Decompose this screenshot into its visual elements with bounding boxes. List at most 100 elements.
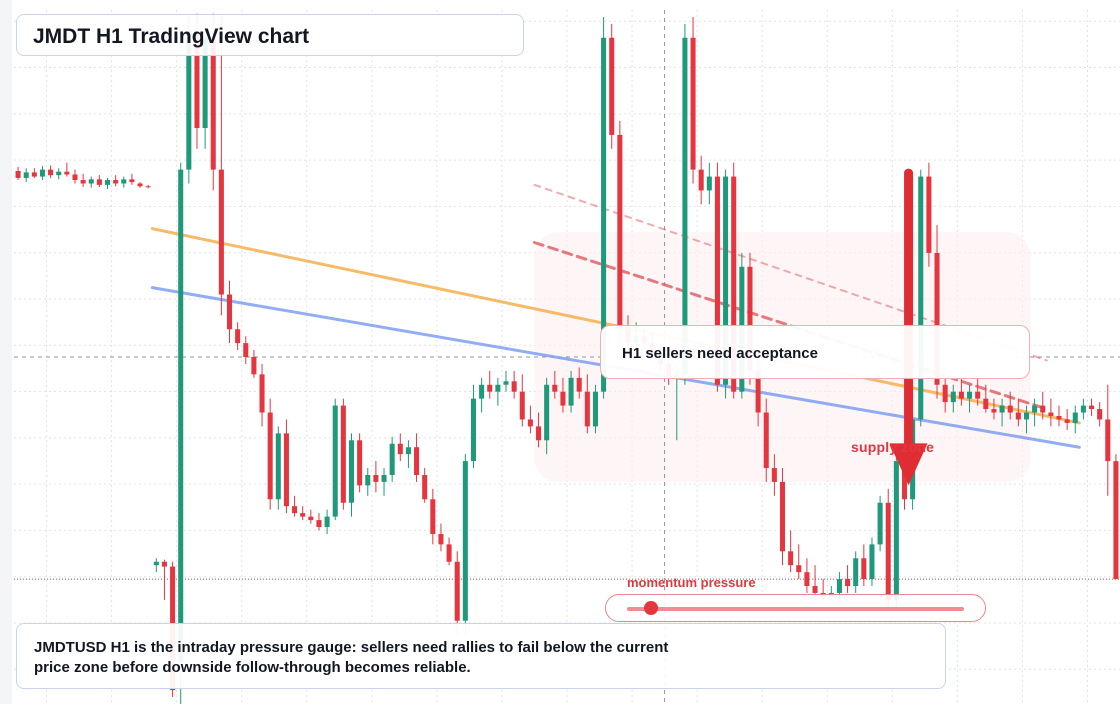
candle-down	[885, 502, 891, 600]
momentum-gauge[interactable]	[605, 594, 986, 622]
candle-down	[129, 179, 135, 183]
candle-down	[397, 443, 403, 455]
candle-down	[316, 520, 322, 528]
candle-down	[511, 381, 517, 392]
candle-up	[1023, 412, 1029, 420]
note-text: JMDTUSD H1 is the intraday pressure gaug…	[34, 639, 669, 676]
candle-down	[446, 544, 452, 562]
momentum-knob[interactable]	[643, 601, 658, 615]
candle-down	[357, 440, 363, 486]
candle-up	[544, 384, 550, 441]
candle-down	[243, 343, 249, 357]
candle-up	[389, 443, 395, 475]
candle-up	[405, 447, 411, 455]
candle-down	[308, 516, 314, 521]
candle-down	[438, 533, 444, 545]
candle-down	[552, 384, 558, 392]
candle-down	[576, 377, 582, 392]
candle-down	[804, 572, 810, 587]
candle-up	[88, 179, 94, 184]
supply-zone-label: supply zone	[851, 439, 935, 455]
candle-up	[893, 461, 899, 600]
candle-down	[1040, 405, 1046, 413]
candle-down	[609, 37, 615, 135]
candle-down	[454, 561, 460, 621]
candle-up	[178, 169, 184, 663]
candle-up	[56, 171, 62, 176]
candle-down	[771, 468, 777, 482]
candle-down	[226, 294, 233, 330]
candle-up	[592, 391, 598, 427]
candle-down	[779, 481, 786, 552]
candle-down	[48, 169, 54, 176]
candle-down	[487, 384, 493, 392]
candle-down	[845, 579, 851, 587]
momentum-label: momentum pressure	[627, 575, 756, 590]
candle-down	[340, 405, 346, 503]
candle-up	[39, 169, 45, 177]
candle-down	[934, 252, 940, 385]
candle-down	[1015, 412, 1021, 420]
candle-down	[584, 391, 590, 427]
candle-down	[942, 384, 948, 403]
candle-down	[731, 176, 737, 392]
candle-up	[470, 398, 476, 462]
candle-up	[324, 516, 330, 528]
title-card: JMDT H1 TradingView chart	[16, 14, 524, 56]
candle-up	[381, 474, 387, 482]
candle-down	[292, 506, 298, 514]
candle-down	[983, 398, 989, 410]
candle-up	[121, 179, 127, 184]
candle-down	[64, 171, 70, 175]
candle-down	[812, 586, 818, 593]
candle-up	[202, 37, 208, 128]
candle-down	[300, 513, 306, 517]
candle-down	[698, 169, 704, 191]
candle-down	[536, 426, 542, 441]
candle-down	[1007, 405, 1013, 413]
candle-down	[430, 499, 436, 534]
candle-up	[153, 561, 159, 566]
candle-down	[145, 186, 151, 188]
candle-up	[999, 405, 1005, 413]
candle-down	[259, 374, 265, 413]
candle-up	[503, 381, 509, 385]
candle-up	[877, 502, 883, 545]
candle-down	[1064, 419, 1070, 423]
candle-down	[1105, 419, 1111, 462]
candle-down	[31, 172, 37, 177]
acceptance-callout: H1 sellers need acceptance	[600, 325, 1030, 379]
candle-down	[796, 565, 802, 573]
candle-down	[251, 357, 257, 375]
candle-down	[218, 169, 224, 295]
candle-up	[1072, 412, 1078, 423]
candle-down	[283, 433, 289, 507]
candle-up	[601, 37, 607, 392]
candle-down	[1048, 412, 1054, 416]
candle-up	[950, 391, 956, 403]
candle-up	[479, 384, 485, 399]
candle-down	[926, 176, 932, 253]
candle-up	[568, 377, 574, 406]
candle-down	[15, 171, 21, 178]
candle-up	[706, 176, 712, 191]
candle-down	[763, 412, 769, 469]
candle-up	[348, 440, 355, 503]
candle-down	[958, 391, 964, 399]
candle-down	[1056, 415, 1062, 420]
candle-down	[373, 474, 379, 482]
candle-down	[72, 174, 78, 181]
candle-down	[527, 419, 533, 427]
candle-down	[901, 461, 908, 500]
candle-up	[186, 30, 192, 170]
candle-up	[836, 579, 842, 593]
momentum-track	[627, 607, 964, 611]
candle-down	[422, 474, 428, 500]
candle-down	[267, 412, 273, 500]
candle-down	[714, 176, 720, 385]
candle-down	[96, 179, 102, 185]
candle-down	[194, 30, 200, 128]
candle-up	[495, 384, 501, 392]
candle-down	[560, 391, 566, 406]
